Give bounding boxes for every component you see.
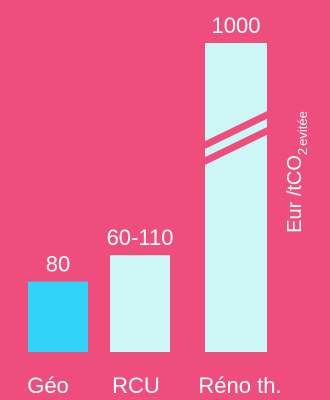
data-label-rcu: 60-110 <box>107 225 174 250</box>
data-label-reno-th: 1000 <box>212 13 261 38</box>
y-axis-label-suffix: evitée <box>295 111 310 146</box>
category-label-rcu: RCU <box>112 373 160 398</box>
y-axis-label-subscript: 2 <box>295 148 310 155</box>
y-axis-label: Eur /tCO2 evitée <box>284 111 310 233</box>
y-axis-label-main: Eur /tCO <box>284 155 306 233</box>
category-label-geo: Géo <box>27 373 69 398</box>
bar-rcu <box>110 255 170 352</box>
axis-break-mark-1 <box>201 110 271 150</box>
bar-geo <box>28 281 88 352</box>
category-label-reno-th: Réno th. <box>198 373 281 398</box>
bar-reno-th <box>205 43 267 352</box>
data-label-geo: 80 <box>46 252 70 277</box>
axis-break-mark-2 <box>201 126 271 166</box>
